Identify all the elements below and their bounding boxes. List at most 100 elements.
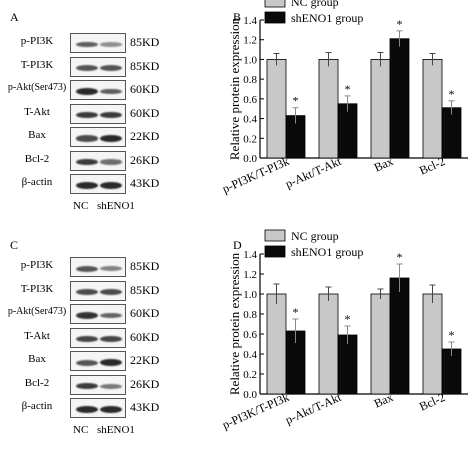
significance-marker: * [293,94,299,108]
band-nc [76,359,98,366]
blot-protein-label: T-PI3K [20,58,54,71]
bar-nc-group [422,59,443,159]
bar-nc-group [370,59,391,159]
blot-membrane-strip [70,398,126,418]
legend-label: shENO1 group [291,245,363,259]
blot-protein-label: β-actin [21,400,53,412]
blot-molecular-weight: 60KD [130,82,160,96]
blot-membrane-strip [70,103,126,124]
blot-membrane-strip [70,374,126,395]
y-tick-label: 1.4 [243,249,257,261]
blot-lane-label: NC [73,199,89,212]
panel-letter-c: C [10,238,19,252]
bar-nc-group [370,293,391,395]
legend-swatch [264,229,286,242]
bar-shENO1-group [441,107,462,159]
band-shENO1 [100,159,122,165]
blot-membrane-strip [70,304,126,324]
blot-molecular-weight: 43KD [130,400,160,414]
band-shENO1 [100,405,122,414]
blot-lane-label: shENO1 [97,199,135,212]
x-category-label: p-Akt/T-Akt [283,390,344,427]
legend-swatch [264,0,286,8]
significance-marker: * [345,82,351,96]
significance-marker: * [293,305,299,319]
blot-row: Bax 22KD [7,127,185,149]
panel-letter-d: D [233,238,242,252]
bar-nc-group [422,293,443,395]
blot-membrane-strip [70,33,126,53]
significance-marker: * [449,328,455,342]
western-blot-panel-a: p-PI3K 85KD T-PI3K 85KD p-Akt(Ser473) 60KD T-A… [7,33,185,238]
band-shENO1 [100,88,122,95]
blot-molecular-weight: 60KD [130,105,160,120]
significance-marker: * [449,87,455,101]
blot-molecular-weight: 85KD [130,35,160,49]
y-tick-label: 0.8 [243,309,257,321]
band-nc [76,158,98,166]
blot-protein-label: β-actin [21,176,53,188]
band-nc [76,382,98,390]
blot-molecular-weight: 26KD [130,376,160,391]
y-tick-label: 0.4 [243,349,257,361]
blot-protein-label: T-PI3K [20,282,54,295]
blot-protein-label: T-Akt [24,329,50,342]
blot-molecular-weight: 85KD [130,282,160,297]
bar-nc-group [266,293,287,395]
band-nc [76,135,98,142]
y-tick-label: 1.0 [243,289,257,301]
blot-row: Bax 22KD [7,351,185,373]
blot-row: Bcl-2 26KD [7,150,185,173]
blot-lane-label: NC [73,423,89,436]
legend-swatch [264,11,286,24]
blot-molecular-weight: 26KD [130,152,160,167]
band-shENO1 [100,134,122,143]
western-blot-panel-c: p-PI3K 85KD T-PI3K 85KD p-Akt(Ser473) 60KD T-A… [7,257,185,462]
band-nc [76,181,98,190]
blot-row: T-Akt 60KD [7,327,185,350]
y-tick-label: 1.0 [243,54,257,66]
legend-label: NC group [291,229,339,243]
blot-membrane-strip [70,80,126,100]
bar-nc-group [266,59,287,159]
blot-membrane-strip [70,150,126,171]
blot-row: Bcl-2 26KD [7,374,185,397]
bar-shENO1-group [389,38,410,159]
blot-membrane-strip [70,280,126,301]
blot-row: T-PI3K 85KD [7,56,185,79]
bar-shENO1-group [389,277,410,395]
y-tick-label: 1.4 [243,15,257,27]
band-nc [76,288,98,296]
band-nc [76,65,98,71]
band-nc [76,312,98,319]
blot-membrane-strip [70,127,126,147]
y-tick-label: 0.0 [243,389,257,401]
blot-membrane-strip [70,174,126,194]
blot-protein-label: p-Akt(Ser473) [7,306,67,317]
band-shENO1 [100,288,122,296]
band-shENO1 [100,181,122,190]
legend-label: NC group [291,0,339,9]
blot-membrane-strip [70,56,126,77]
blot-molecular-weight: 22KD [130,129,160,143]
band-shENO1 [100,111,122,119]
blot-row: p-Akt(Ser473) 60KD [7,80,185,102]
y-tick-label: 1.2 [243,269,257,281]
band-shENO1 [100,383,122,389]
panel-letter-b: B [233,10,242,24]
band-shENO1 [100,65,122,71]
blot-molecular-weight: 60KD [130,329,160,344]
x-category-label: p-Akt/T-Akt [283,154,344,191]
blot-row: β-actin 43KD [7,174,185,196]
blot-row: p-Akt(Ser473) 60KD [7,304,185,326]
y-tick-label: 0.4 [243,114,257,126]
band-shENO1 [100,42,122,47]
band-nc [76,405,98,414]
blot-molecular-weight: 43KD [130,176,160,190]
blot-molecular-weight: 85KD [130,259,160,273]
band-shENO1 [100,335,122,343]
blot-molecular-weight: 60KD [130,306,160,320]
blot-molecular-weight: 22KD [130,353,160,367]
blot-row: p-PI3K 85KD [7,33,185,55]
